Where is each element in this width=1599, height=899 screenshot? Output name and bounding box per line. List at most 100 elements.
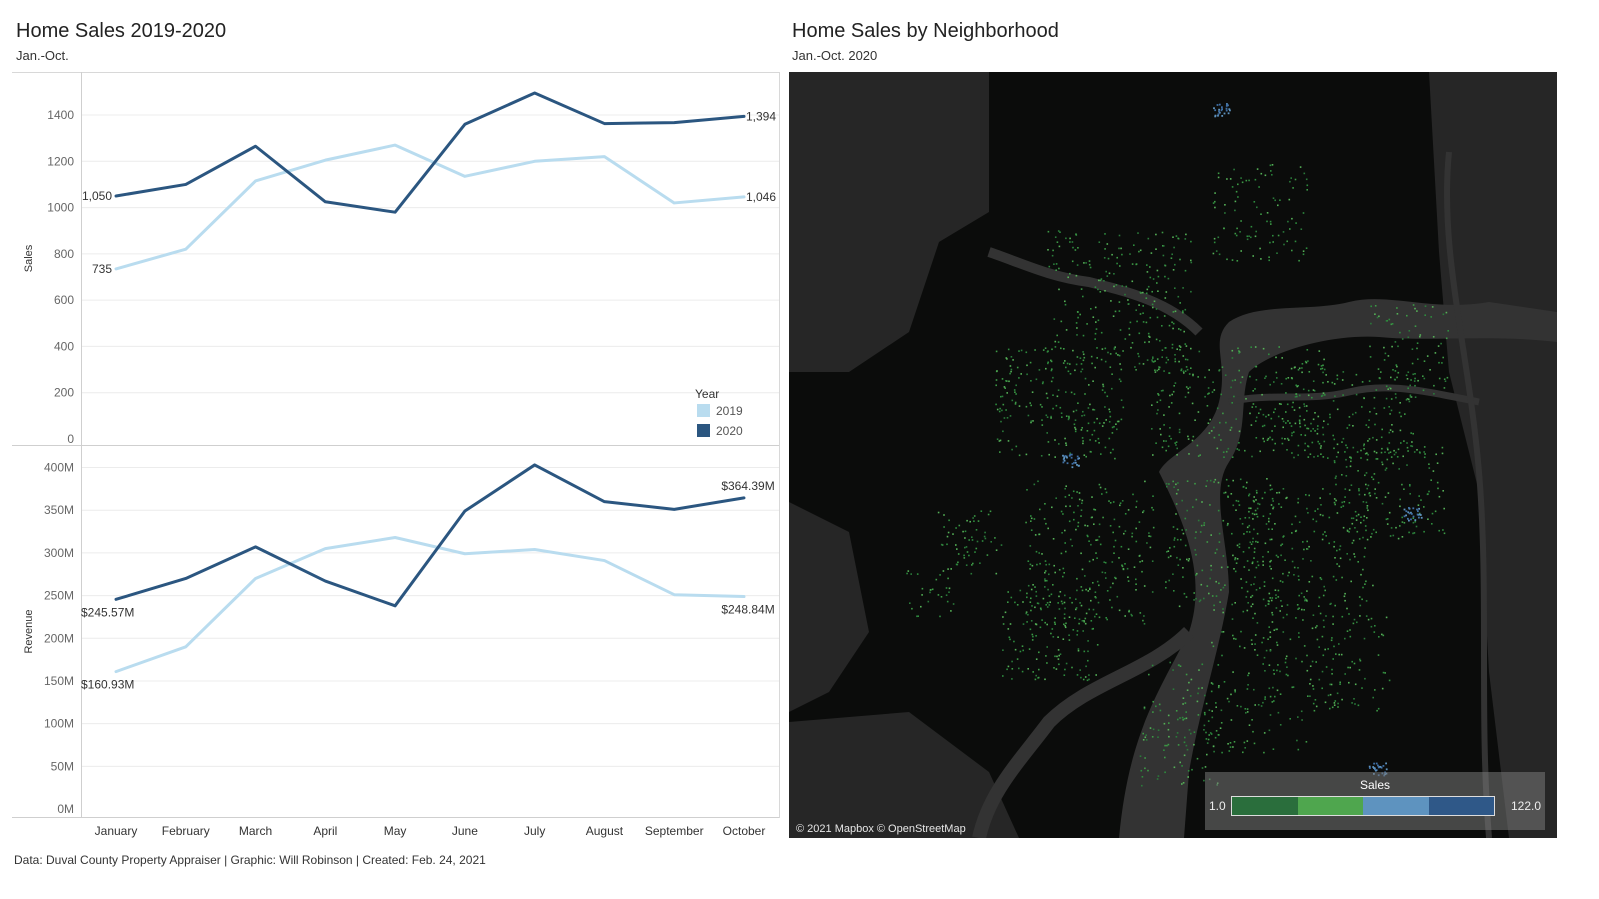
y-tick-label: 350M: [44, 503, 74, 517]
sales-point: [1269, 631, 1272, 634]
sales-point: [1372, 696, 1374, 699]
sales-point: [1274, 523, 1276, 525]
sales-point: [1145, 297, 1148, 299]
sales-point: [1240, 578, 1242, 580]
sales-point: [1237, 183, 1239, 186]
sales-point: [1369, 356, 1372, 358]
sales-point: [1327, 694, 1330, 697]
sales-point: [1077, 649, 1080, 652]
sales-point: [963, 554, 965, 557]
sales-point: [1031, 639, 1034, 641]
sales-point: [1289, 638, 1292, 641]
sales-point: [1120, 247, 1122, 250]
sales-point: [1261, 497, 1264, 500]
sales-point: [1229, 746, 1232, 748]
sales-point: [1374, 305, 1377, 307]
sales-point: [1276, 252, 1278, 254]
sales-point: [1246, 238, 1249, 241]
sales-point: [1438, 361, 1440, 364]
sales-point: [1312, 518, 1314, 521]
sales-point: [1252, 541, 1254, 543]
sales-point: [1291, 560, 1294, 563]
sales-point: [1121, 564, 1123, 567]
sales-point: [1316, 432, 1319, 435]
sales-point: [1224, 374, 1227, 376]
sales-point: [1282, 488, 1285, 490]
sales-point: [1080, 509, 1083, 511]
sales-point: [1138, 555, 1141, 557]
sales-point: [1165, 587, 1167, 589]
sales-point-high: [1070, 456, 1073, 459]
sales-point: [1167, 743, 1170, 746]
sales-point: [1381, 687, 1384, 690]
series-line-2020: [114, 91, 746, 214]
sales-point: [1281, 357, 1283, 359]
sales-point: [1013, 389, 1016, 391]
sales-point-high: [1369, 767, 1371, 769]
sales-point: [1127, 299, 1129, 301]
sales-point: [1272, 507, 1274, 510]
sales-point: [1156, 412, 1158, 415]
sales-point: [1002, 623, 1005, 625]
sales-point: [1058, 654, 1060, 657]
sales-point: [1306, 189, 1308, 191]
sales-point: [1296, 739, 1298, 742]
sales-point: [1251, 603, 1254, 605]
sales-point: [1151, 404, 1153, 406]
x-tick-label: August: [586, 824, 624, 838]
sales-point: [1030, 404, 1032, 407]
sales-point: [1195, 531, 1197, 533]
sales-point: [1215, 706, 1217, 708]
sales-point: [1417, 504, 1420, 506]
sales-point: [1104, 406, 1106, 408]
sales-point: [1375, 497, 1378, 499]
sales-point: [1109, 411, 1111, 413]
sales-point: [1318, 596, 1321, 599]
sales-point: [1157, 393, 1159, 395]
sales-point: [1177, 718, 1179, 721]
sales-point: [1318, 442, 1321, 445]
sales-point: [1124, 530, 1127, 532]
sales-point: [1359, 658, 1361, 661]
sales-point-high: [1408, 519, 1410, 522]
sales-point: [1178, 412, 1181, 415]
sales-point: [1442, 490, 1444, 492]
sales-point: [1366, 507, 1368, 509]
map-canvas[interactable]: [789, 72, 1557, 838]
neighborhood-map[interactable]: © 2021 Mapbox © OpenStreetMap Sales 1.0 …: [789, 72, 1557, 838]
sales-point: [1431, 512, 1434, 515]
sales-point-high: [1408, 512, 1411, 515]
sales-point: [1349, 666, 1351, 669]
sales-point: [1325, 374, 1327, 376]
sales-point: [1230, 493, 1233, 495]
sales-point: [1397, 345, 1399, 348]
sales-point: [1385, 616, 1388, 619]
sales-point: [1246, 235, 1249, 238]
sales-point: [1186, 480, 1189, 482]
sales-point: [1243, 533, 1245, 535]
sales-point: [1305, 361, 1308, 364]
sales-point: [1090, 543, 1092, 546]
sales-point: [1014, 401, 1017, 404]
sales-point: [1195, 498, 1198, 501]
sales-point: [1344, 673, 1346, 675]
sales-point: [946, 600, 949, 603]
sales-point: [1236, 544, 1239, 547]
sales-point: [1059, 406, 1062, 409]
sales-point: [1145, 739, 1148, 741]
sales-point: [1108, 408, 1110, 411]
sales-point: [1161, 231, 1164, 234]
map-attribution[interactable]: © 2021 Mapbox © OpenStreetMap: [796, 823, 966, 835]
sales-point: [1210, 569, 1213, 571]
sales-point: [1167, 550, 1170, 552]
sales-point: [1267, 528, 1270, 530]
sales-point: [1138, 304, 1140, 306]
legend-swatch-2020: [697, 424, 710, 437]
sales-point: [1071, 545, 1073, 547]
sales-point: [1235, 562, 1238, 564]
sales-point: [1111, 432, 1114, 434]
sales-point: [1302, 619, 1304, 621]
sales-point: [1154, 369, 1156, 371]
sales-point: [1035, 635, 1037, 637]
sales-point: [1335, 456, 1338, 458]
